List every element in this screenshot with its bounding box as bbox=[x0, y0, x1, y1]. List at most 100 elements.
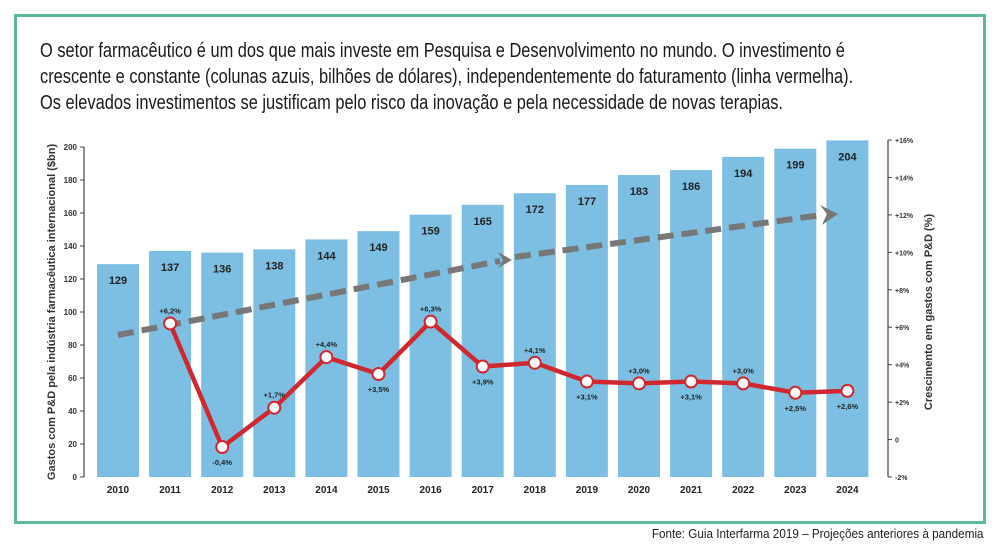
trend-line-segment bbox=[117, 258, 501, 338]
growth-point bbox=[215, 440, 230, 455]
y-tick-label: 140 bbox=[64, 242, 78, 251]
trend-line-segment bbox=[514, 212, 823, 260]
y2-tick-label: +16% bbox=[895, 138, 914, 145]
x-tick-label: 2022 bbox=[732, 485, 755, 496]
x-tick-label: 2021 bbox=[680, 485, 703, 496]
bar-value-label: 186 bbox=[682, 181, 700, 193]
growth-point bbox=[579, 374, 594, 389]
bar-value-label: 194 bbox=[734, 168, 753, 180]
bar bbox=[722, 156, 765, 477]
intro-line: O setor farmacêutico é um dos que mais i… bbox=[40, 40, 845, 62]
bar bbox=[774, 148, 817, 477]
growth-label: +3,9% bbox=[472, 378, 494, 387]
x-tick-label: 2013 bbox=[263, 485, 286, 496]
y-tick-label: 180 bbox=[64, 176, 78, 185]
intro-text: O setor farmacêutico é um dos que mais i… bbox=[40, 38, 1000, 116]
y-tick-label: 20 bbox=[68, 440, 77, 449]
growth-point bbox=[840, 383, 855, 398]
growth-label: -0,4% bbox=[212, 458, 232, 467]
bar bbox=[357, 231, 400, 477]
teal-frame bbox=[14, 14, 986, 524]
growth-label: +2,5% bbox=[785, 404, 807, 413]
bar bbox=[409, 214, 452, 477]
growth-label: +6,2% bbox=[159, 306, 181, 315]
y-tick-label: 200 bbox=[64, 143, 78, 152]
growth-point bbox=[684, 374, 699, 389]
y-tick-label: 160 bbox=[64, 209, 78, 218]
bar-value-label: 177 bbox=[578, 196, 596, 208]
y2-axis-label: Crescimento em gastos com P&D (%) bbox=[923, 214, 935, 411]
bar bbox=[618, 175, 660, 478]
y-tick-label: 0 bbox=[73, 473, 78, 482]
growth-point bbox=[371, 367, 386, 382]
x-tick-label: 2018 bbox=[524, 485, 547, 496]
growth-point bbox=[527, 355, 542, 370]
bar-value-label: 138 bbox=[265, 260, 283, 272]
x-tick-label: 2012 bbox=[211, 485, 234, 496]
bar bbox=[826, 140, 869, 477]
x-tick-label: 2023 bbox=[784, 485, 807, 496]
source-footer: Fonte: Guia Interfarma 2019 – Projeções … bbox=[652, 526, 984, 541]
bar bbox=[97, 264, 139, 477]
growth-point bbox=[267, 400, 282, 415]
bar-value-label: 183 bbox=[630, 186, 648, 198]
growth-label: +4,1% bbox=[524, 346, 546, 355]
trend-arrowhead bbox=[498, 252, 512, 268]
x-tick-label: 2024 bbox=[836, 485, 859, 496]
bar-value-label: 144 bbox=[317, 250, 336, 262]
y-tick-label: 60 bbox=[68, 374, 77, 383]
y2-tick-label: 0 bbox=[895, 438, 899, 445]
y2-tick-label: +10% bbox=[895, 250, 914, 257]
y-tick-label: 40 bbox=[68, 407, 77, 416]
growth-label: +6,3% bbox=[420, 305, 442, 314]
bar bbox=[565, 184, 608, 477]
bar-value-label: 159 bbox=[421, 226, 439, 238]
x-tick-label: 2015 bbox=[367, 485, 390, 496]
y2-tick-label: +6% bbox=[895, 325, 910, 332]
y2-tick-label: +8% bbox=[895, 288, 910, 295]
trend-arrowhead bbox=[820, 205, 838, 225]
growth-label: +1,7% bbox=[264, 391, 286, 400]
growth-line bbox=[168, 319, 848, 450]
x-tick-label: 2011 bbox=[159, 485, 181, 496]
x-tick-label: 2014 bbox=[315, 485, 338, 496]
bar bbox=[253, 249, 296, 477]
growth-point bbox=[736, 376, 751, 391]
growth-point bbox=[423, 314, 438, 329]
bar-value-label: 172 bbox=[526, 204, 544, 216]
y2-tick-label: +14% bbox=[895, 175, 914, 182]
bar-value-label: 165 bbox=[474, 216, 492, 228]
growth-point bbox=[163, 316, 178, 331]
y2-tick-label: +4% bbox=[895, 363, 910, 370]
intro-line: Os elevados investimentos se justificam … bbox=[40, 92, 783, 114]
growth-point bbox=[632, 376, 646, 391]
bar-value-label: 137 bbox=[161, 262, 179, 274]
bar bbox=[670, 170, 713, 477]
growth-point bbox=[319, 350, 334, 365]
x-tick-label: 2017 bbox=[472, 485, 495, 496]
y-tick-label: 80 bbox=[68, 341, 77, 350]
bar bbox=[149, 250, 192, 477]
growth-label: +3,1% bbox=[576, 393, 598, 402]
growth-label: +4,4% bbox=[316, 340, 338, 349]
bar-value-label: 136 bbox=[213, 264, 231, 276]
bar bbox=[201, 252, 244, 477]
bar bbox=[461, 204, 504, 477]
x-tick-label: 2010 bbox=[107, 485, 130, 496]
growth-point bbox=[788, 385, 803, 400]
growth-label: +2,6% bbox=[837, 402, 859, 411]
x-tick-label: 2020 bbox=[628, 485, 651, 496]
bar-value-label: 149 bbox=[369, 242, 387, 254]
growth-point bbox=[475, 359, 490, 374]
growth-label: +3,0% bbox=[628, 366, 650, 375]
growth-label: +3,1% bbox=[680, 393, 702, 402]
y-tick-label: 120 bbox=[64, 275, 78, 284]
y2-tick-label: -2% bbox=[895, 475, 908, 482]
bar bbox=[513, 193, 556, 477]
intro-line: crescente e constante (colunas azuis, bi… bbox=[40, 66, 854, 88]
x-tick-label: 2019 bbox=[576, 485, 599, 496]
growth-label: +3,5% bbox=[368, 385, 390, 394]
y-tick-label: 100 bbox=[64, 308, 78, 317]
bar-value-label: 204 bbox=[838, 151, 857, 163]
